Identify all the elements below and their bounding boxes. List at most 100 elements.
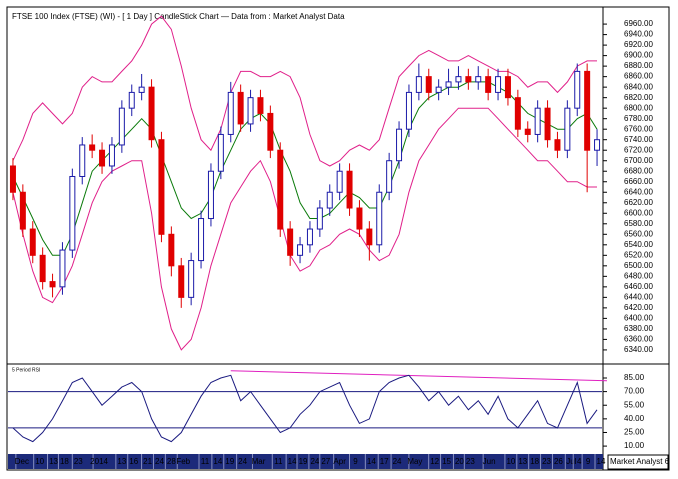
candle-body [118,107,125,146]
y-tick-label: 6400.00 [624,313,653,322]
candle-body [99,149,106,167]
x-tick-label: 24 [310,457,319,466]
x-tick-label: 15 [442,457,451,466]
candle-body [267,112,274,151]
band-line [12,107,597,351]
y-tick-label: 6740.00 [624,135,653,144]
x-tick-label: 13 [49,457,58,466]
y-tick-label: 6940.00 [624,30,653,39]
candle-body [237,91,244,125]
candle-body [356,207,363,230]
x-tick-label: 12 [430,457,439,466]
candle-body [29,228,36,256]
candle-body [495,76,502,93]
candle-body [386,160,393,193]
y-tick-label: 6540.00 [624,240,653,249]
x-tick-label: Apr [333,457,346,466]
candle-body [39,254,46,283]
candle-body [257,97,264,114]
candle-body [485,76,492,93]
x-tick-label: 4 [577,457,582,466]
candle-body [148,86,155,141]
y-tick-label: 10.00 [624,441,645,450]
x-tick-label: 14 [213,457,222,466]
x-tick-label: 17 [380,457,389,466]
candle-body [475,76,482,83]
candle-body [346,170,353,209]
y-tick-label: 6660.00 [624,177,653,186]
x-tick-label: May [407,457,422,466]
candle-body [207,170,214,220]
candle-body [227,91,234,135]
y-tick-label: 6340.00 [624,345,653,354]
y-tick-label: 6720.00 [624,145,653,154]
x-tick-label: 24 [393,457,402,466]
y-tick-label: 6960.00 [624,19,653,28]
candle-body [49,281,56,288]
frame [6,6,670,471]
candle-body [405,91,412,130]
x-tick-label: 13 [518,457,527,466]
candle-body [19,191,26,230]
x-tick-label: 14 [367,457,376,466]
candle-body [297,244,304,256]
candle-body [465,76,472,83]
candle-body [9,165,16,193]
candle-body [534,107,541,135]
candle-body [445,81,452,88]
candle-body [594,139,601,151]
x-tick-label: 18 [530,457,539,466]
x-tick-label: 10 [35,457,44,466]
candle-body [455,76,462,83]
y-tick-label: 6440.00 [624,292,653,301]
candle-body [415,76,422,93]
x-tick-label: 18 [60,457,69,466]
y-tick-label: 6680.00 [624,166,653,175]
y-tick-label: 6820.00 [624,93,653,102]
footer: Market Analyst 6 [610,457,670,466]
candle-body [138,86,145,93]
y-tick-label: 6380.00 [624,324,653,333]
x-tick-label: 23 [74,457,83,466]
candle-body [108,144,115,167]
candle-body [564,107,571,151]
candle-body [544,107,551,141]
x-tick-label: 10 [506,457,515,466]
x-tick-label: 24 [155,457,164,466]
x-tick-label: 9 [586,457,591,466]
chart-title: FTSE 100 Index (FTSE) (WI) - [ 1 Day ] C… [12,12,345,21]
rsi-title: 5 Period RSI [12,367,40,373]
y-tick-label: 6900.00 [624,51,653,60]
y-tick-label: 6620.00 [624,198,653,207]
x-tick-label: 19 [225,457,234,466]
y-tick-label: 55.00 [624,400,645,409]
rsi-line [12,374,598,443]
candle-body [158,139,165,235]
y-tick-label: 25.00 [624,428,645,437]
candle-body [89,144,96,151]
y-tick-label: 70.00 [624,387,645,396]
y-tick-label: 6860.00 [624,72,653,81]
candle-body [188,260,195,298]
candle-body [316,207,323,230]
y-tick-label: 6840.00 [624,82,653,91]
candle-body [217,133,224,172]
candle-body [554,139,561,151]
x-tick-label: 2014 [90,457,108,466]
candle-body [69,175,76,251]
candle-body [435,86,442,93]
candle-body [79,144,86,177]
footer-box [607,454,669,470]
y-tick-label: 6500.00 [624,261,653,270]
candle-body [574,70,581,109]
x-tick-label: 11 [201,457,210,466]
candle-body [524,128,531,135]
candle-body [277,149,284,230]
candle-body [178,265,185,298]
x-tick-label: 20 [455,457,464,466]
y-tick-label: 6880.00 [624,61,653,70]
y-tick-label: 6700.00 [624,156,653,165]
candle-body [584,70,591,151]
candle-body [425,76,432,93]
